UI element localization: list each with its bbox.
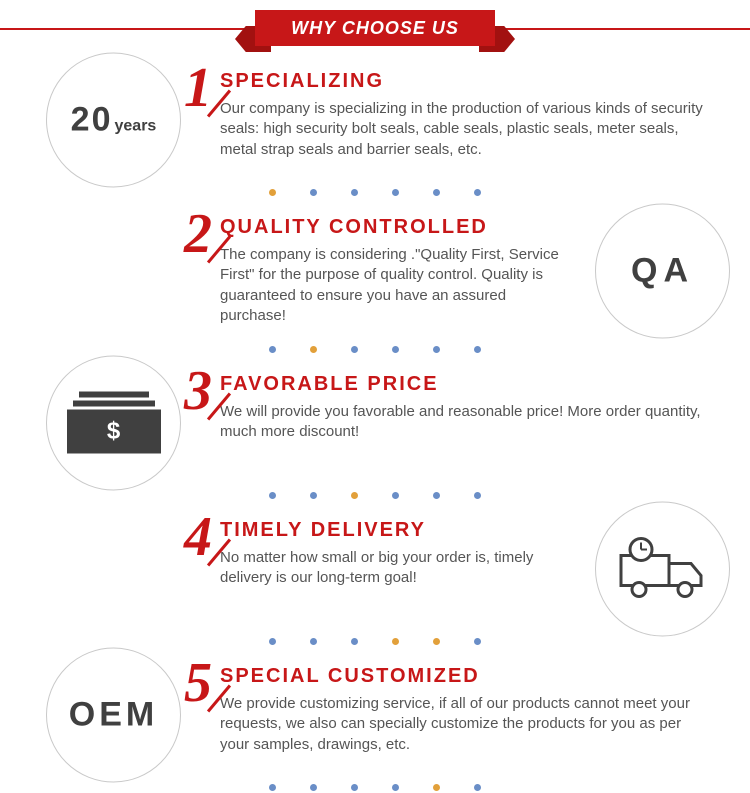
dot <box>269 189 276 196</box>
dots-row-3 <box>0 490 750 501</box>
feature-title-1: SPECIALIZING <box>220 70 710 93</box>
feature-desc-4: No matter how small or big your order is… <box>220 548 570 589</box>
banner-ribbon: WHY CHOOSE US <box>255 10 495 50</box>
dot <box>392 346 399 353</box>
dot <box>310 492 317 499</box>
feature-title-2: QUALITY CONTROLLED <box>220 216 570 239</box>
feature-number-2: 2 <box>184 206 212 262</box>
dot <box>474 346 481 353</box>
feature-title-5: SPECIAL CUSTOMIZED <box>220 665 710 688</box>
feature-circle-qa: QA <box>595 204 730 339</box>
feature-section-4: 4 TIMELY DELIVERY No matter how small or… <box>0 501 750 636</box>
dot <box>392 638 399 645</box>
dot <box>433 189 440 196</box>
circle-text-20: 20years <box>71 100 157 139</box>
dot <box>351 638 358 645</box>
feature-section-5: OEM 5 SPECIAL CUSTOMIZED We provide cust… <box>0 647 750 782</box>
dot <box>392 189 399 196</box>
dot <box>269 492 276 499</box>
feature-desc-1: Our company is specializing in the produ… <box>220 99 710 160</box>
feature-number-1: 1 <box>184 60 212 116</box>
feature-number-5: 5 <box>184 655 212 711</box>
feature-desc-3: We will provide you favorable and reason… <box>220 402 710 443</box>
feature-circle-20years: 20years <box>46 52 181 187</box>
feature-section-1: 20years 1 SPECIALIZING Our company is sp… <box>0 52 750 187</box>
feature-section-3: $ 3 FAVORABLE PRICE We will provide you … <box>0 355 750 490</box>
dot <box>474 189 481 196</box>
feature-desc-2: The company is considering ."Quality Fir… <box>220 245 570 326</box>
feature-section-2: QA 2 QUALITY CONTROLLED The company is c… <box>0 198 750 344</box>
dots-row-1 <box>0 187 750 198</box>
feature-circle-oem: OEM <box>46 647 181 782</box>
dot <box>269 784 276 791</box>
circle-text-oem: OEM <box>69 695 158 734</box>
dot <box>269 638 276 645</box>
price-sheet <box>73 401 155 407</box>
price-bill: $ <box>67 410 161 454</box>
dot <box>474 784 481 791</box>
dollar-icon: $ <box>107 418 120 446</box>
banner-title: WHY CHOOSE US <box>255 10 495 46</box>
dot <box>433 784 440 791</box>
feature-title-3: FAVORABLE PRICE <box>220 373 710 396</box>
dots-row-4 <box>0 636 750 647</box>
dot <box>310 346 317 353</box>
dot <box>310 189 317 196</box>
dots-row-5 <box>0 782 750 793</box>
feature-desc-5: We provide customizing service, if all o… <box>220 694 710 755</box>
feature-title-4: TIMELY DELIVERY <box>220 519 570 542</box>
dot <box>351 784 358 791</box>
dot <box>433 638 440 645</box>
price-icon: $ <box>67 392 161 454</box>
dot <box>392 784 399 791</box>
feature-circle-price: $ <box>46 355 181 490</box>
dots-row-2 <box>0 344 750 355</box>
feature-number-4: 4 <box>184 509 212 565</box>
dot <box>433 492 440 499</box>
price-sheet <box>79 392 149 398</box>
dot <box>351 189 358 196</box>
circle-text-qa: QA <box>631 252 694 291</box>
dot <box>310 638 317 645</box>
circle-small-text: years <box>115 117 157 134</box>
dot <box>474 492 481 499</box>
dot <box>310 784 317 791</box>
dot <box>433 346 440 353</box>
feature-number-3: 3 <box>184 363 212 419</box>
header-banner: WHY CHOOSE US <box>0 4 750 52</box>
dot <box>351 492 358 499</box>
dot <box>474 638 481 645</box>
dot <box>351 346 358 353</box>
circle-big-text: 20 <box>71 100 113 138</box>
dot <box>269 346 276 353</box>
feature-circle-truck <box>595 501 730 636</box>
truck-icon <box>613 534 713 604</box>
dot <box>392 492 399 499</box>
